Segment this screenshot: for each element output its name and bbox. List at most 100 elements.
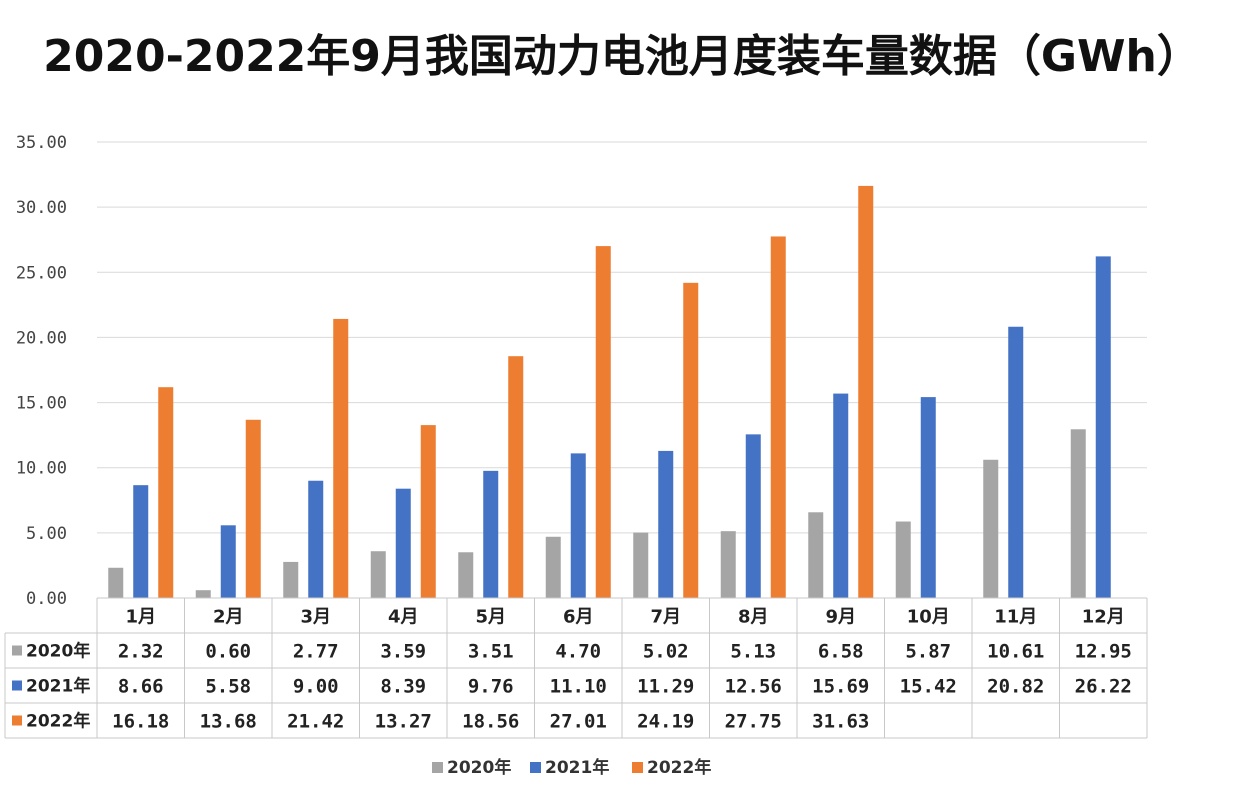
bar — [420, 425, 436, 598]
bar — [745, 434, 761, 598]
bar — [808, 512, 824, 598]
bar — [1008, 326, 1024, 598]
x-category-label: 2月 — [213, 607, 244, 628]
bar — [720, 531, 736, 598]
data-label: 5.13 — [730, 641, 776, 663]
bar — [545, 536, 561, 598]
data-label: 3.59 — [380, 641, 426, 663]
legend-label: 2022年 — [647, 757, 711, 778]
x-category-label: 12月 — [1082, 607, 1125, 628]
y-tick-label: 10.00 — [16, 459, 67, 479]
data-label: 3.51 — [468, 641, 514, 663]
bar — [858, 185, 874, 598]
bar — [633, 532, 649, 598]
data-label: 0.60 — [205, 641, 251, 663]
data-label: 24.19 — [637, 711, 694, 733]
data-label: 20.82 — [987, 676, 1044, 698]
x-category-label: 5月 — [475, 607, 506, 628]
data-label: 11.29 — [637, 676, 694, 698]
bar — [283, 561, 299, 598]
data-label: 27.75 — [725, 711, 782, 733]
legend-swatch — [632, 762, 643, 773]
bar — [770, 236, 786, 598]
bar — [220, 525, 236, 598]
y-tick-label: 5.00 — [26, 524, 67, 544]
bar — [395, 488, 411, 598]
x-category-label: 10月 — [907, 607, 950, 628]
x-category-label: 1月 — [125, 607, 156, 628]
x-category-label: 3月 — [300, 607, 331, 628]
bar — [133, 485, 149, 598]
table-legend-key — [12, 715, 22, 726]
data-label: 5.87 — [905, 641, 951, 663]
data-label: 13.27 — [375, 711, 432, 733]
x-category-label: 4月 — [388, 607, 419, 628]
data-label: 8.66 — [118, 676, 164, 698]
bar — [458, 552, 474, 598]
data-label: 15.42 — [900, 676, 957, 698]
data-label: 11.10 — [550, 676, 607, 698]
legend-swatch — [432, 762, 443, 773]
data-label: 27.01 — [550, 711, 607, 733]
data-label: 31.63 — [812, 711, 869, 733]
data-label: 26.22 — [1075, 676, 1132, 698]
bar — [1070, 429, 1086, 598]
data-label: 2.32 — [118, 641, 164, 663]
bar — [1095, 256, 1111, 598]
data-label: 2.77 — [293, 641, 339, 663]
table-legend-key — [12, 645, 22, 656]
bar — [483, 470, 499, 598]
table-row-label: 2020年 — [26, 641, 90, 662]
chart-title: 2020-2022年9月我国动力电池月度装车量数据（GWh） — [43, 31, 1201, 82]
y-tick-label: 30.00 — [16, 198, 67, 218]
data-label: 15.69 — [812, 676, 869, 698]
bar — [308, 480, 324, 598]
data-label: 12.95 — [1075, 641, 1132, 663]
bar — [895, 521, 911, 598]
x-category-label: 7月 — [650, 607, 681, 628]
bar — [683, 282, 699, 598]
bar — [195, 590, 211, 598]
y-tick-label: 0.00 — [26, 589, 67, 609]
table-row-label: 2021年 — [26, 676, 90, 697]
table-row-label: 2022年 — [26, 711, 90, 732]
bar — [333, 318, 349, 598]
bar — [658, 450, 674, 598]
data-label: 9.76 — [468, 676, 514, 698]
table-legend-key — [12, 680, 22, 691]
bar — [570, 453, 586, 598]
legend-swatch — [530, 762, 541, 773]
x-category-label: 8月 — [738, 607, 769, 628]
y-tick-label: 20.00 — [16, 328, 67, 348]
bar — [370, 551, 386, 598]
data-label: 5.02 — [643, 641, 689, 663]
bar — [983, 459, 999, 598]
x-category-label: 6月 — [563, 607, 594, 628]
bar — [833, 393, 849, 598]
data-label: 16.18 — [112, 711, 169, 733]
legend-label: 2020年 — [447, 757, 511, 778]
data-label: 9.00 — [293, 676, 339, 698]
x-category-label: 11月 — [994, 607, 1037, 628]
data-label: 10.61 — [987, 641, 1044, 663]
legend-label: 2021年 — [545, 757, 609, 778]
data-label: 18.56 — [462, 711, 519, 733]
y-tick-label: 15.00 — [16, 394, 67, 414]
data-label: 5.58 — [205, 676, 251, 698]
bar — [595, 246, 611, 599]
data-label: 8.39 — [380, 676, 426, 698]
bar — [108, 567, 124, 598]
data-label: 21.42 — [287, 711, 344, 733]
bar — [508, 356, 524, 598]
bar — [920, 397, 936, 598]
data-label: 4.70 — [555, 641, 601, 663]
data-label: 12.56 — [725, 676, 782, 698]
data-label: 13.68 — [200, 711, 257, 733]
y-tick-label: 35.00 — [16, 133, 67, 153]
bar — [245, 419, 261, 598]
y-tick-label: 25.00 — [16, 263, 67, 283]
bar — [158, 387, 174, 598]
data-label: 6.58 — [818, 641, 864, 663]
x-category-label: 9月 — [825, 607, 856, 628]
